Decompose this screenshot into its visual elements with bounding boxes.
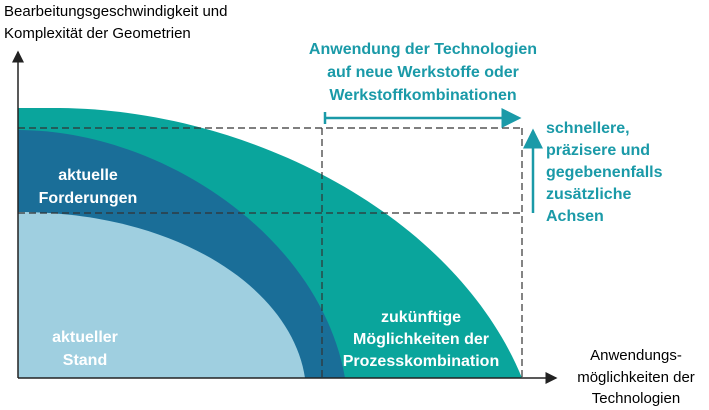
top-annotation: Werkstoffkombinationen [329, 87, 516, 104]
top-annotation: auf neue Werkstoffe oder [327, 64, 519, 81]
region-label: aktueller [52, 329, 118, 346]
right-annotation: Achsen [546, 208, 604, 225]
x-axis-label: möglichkeiten der [577, 369, 695, 386]
x-axis-label: Anwendungs- [590, 347, 682, 364]
right-annotation: präzisere und [546, 142, 650, 159]
region-label: Prozesskombination [343, 353, 499, 370]
region-label: zukünftige [381, 309, 461, 326]
y-axis-label: Komplexität der Geometrien [4, 25, 191, 42]
x-axis-label: Technologien [592, 390, 680, 407]
region-label: aktuelle [58, 167, 118, 184]
right-annotation: schnellere, [546, 120, 630, 137]
current-region [18, 212, 305, 378]
y-axis-label: Bearbeitungsgeschwindigkeit und [4, 3, 227, 20]
region-label: Forderungen [39, 190, 138, 207]
right-annotation: gegebenenfalls [546, 164, 663, 181]
right-annotation: zusätzliche [546, 186, 631, 203]
region-label: Möglichkeiten der [353, 331, 489, 348]
top-annotation: Anwendung der Technologien [309, 41, 537, 58]
region-label: Stand [63, 352, 107, 369]
